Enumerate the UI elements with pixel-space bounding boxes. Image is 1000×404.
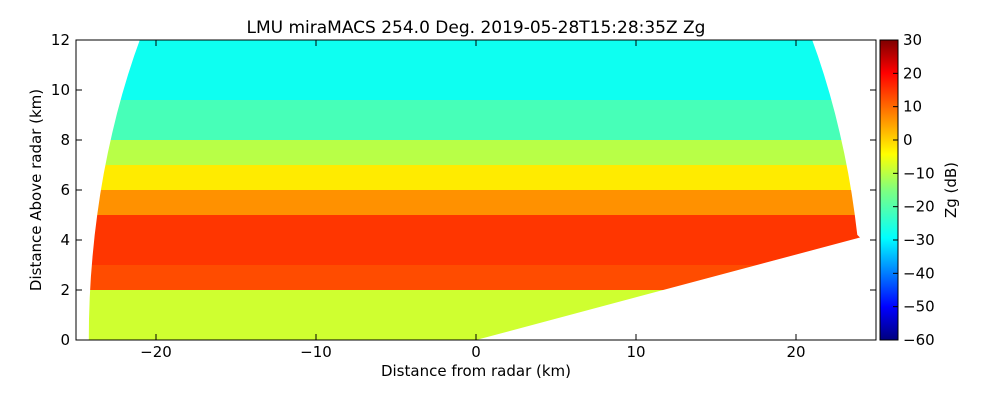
colorbar-tick-label: −50 bbox=[903, 298, 935, 316]
colorbar-tick-label: −60 bbox=[903, 331, 935, 349]
reflectivity-layer bbox=[88, 190, 861, 215]
chart-title: LMU miraMACS 254.0 Deg. 2019-05-28T15:28… bbox=[247, 18, 706, 38]
y-tick-label: 8 bbox=[60, 131, 70, 149]
colorbar-tick-label: 0 bbox=[903, 131, 913, 149]
x-tick-label: −20 bbox=[140, 343, 172, 361]
x-tick-label: 20 bbox=[786, 343, 805, 361]
y-axis-label: Distance Above radar (km) bbox=[27, 89, 45, 291]
plot-frame bbox=[75, 39, 877, 341]
colorbar-tick-label: 20 bbox=[903, 64, 922, 82]
y-tick-label: 2 bbox=[60, 281, 70, 299]
colorbar-tick-label: −20 bbox=[903, 198, 935, 216]
y-tick-label: 6 bbox=[60, 181, 70, 199]
reflectivity-layer bbox=[88, 265, 861, 290]
y-tick-label: 12 bbox=[51, 31, 70, 49]
colorbar-label: Zg (dB) bbox=[942, 162, 960, 218]
x-axis-label: Distance from radar (km) bbox=[381, 362, 571, 380]
reflectivity-layer bbox=[88, 100, 861, 140]
y-tick-label: 10 bbox=[51, 81, 70, 99]
y-tick-label: 4 bbox=[60, 231, 70, 249]
x-tick-label: −10 bbox=[300, 343, 332, 361]
x-tick-label: 0 bbox=[471, 343, 481, 361]
colorbar-tick-label: −10 bbox=[903, 164, 935, 182]
colorbar-tick-label: 10 bbox=[903, 98, 922, 116]
reflectivity-layer bbox=[88, 290, 861, 340]
y-tick-label: 0 bbox=[60, 331, 70, 349]
colorbar-tick-label: 30 bbox=[903, 31, 922, 49]
colorbar-tick-label: −40 bbox=[903, 264, 935, 282]
reflectivity-layer bbox=[88, 140, 861, 165]
radar-image bbox=[88, 40, 861, 340]
colorbar-tick-label: −30 bbox=[903, 231, 935, 249]
colorbar bbox=[879, 39, 899, 341]
reflectivity-layer bbox=[88, 165, 861, 190]
x-tick-label: 10 bbox=[626, 343, 645, 361]
reflectivity-layer bbox=[88, 40, 861, 100]
reflectivity-layer bbox=[88, 215, 861, 265]
